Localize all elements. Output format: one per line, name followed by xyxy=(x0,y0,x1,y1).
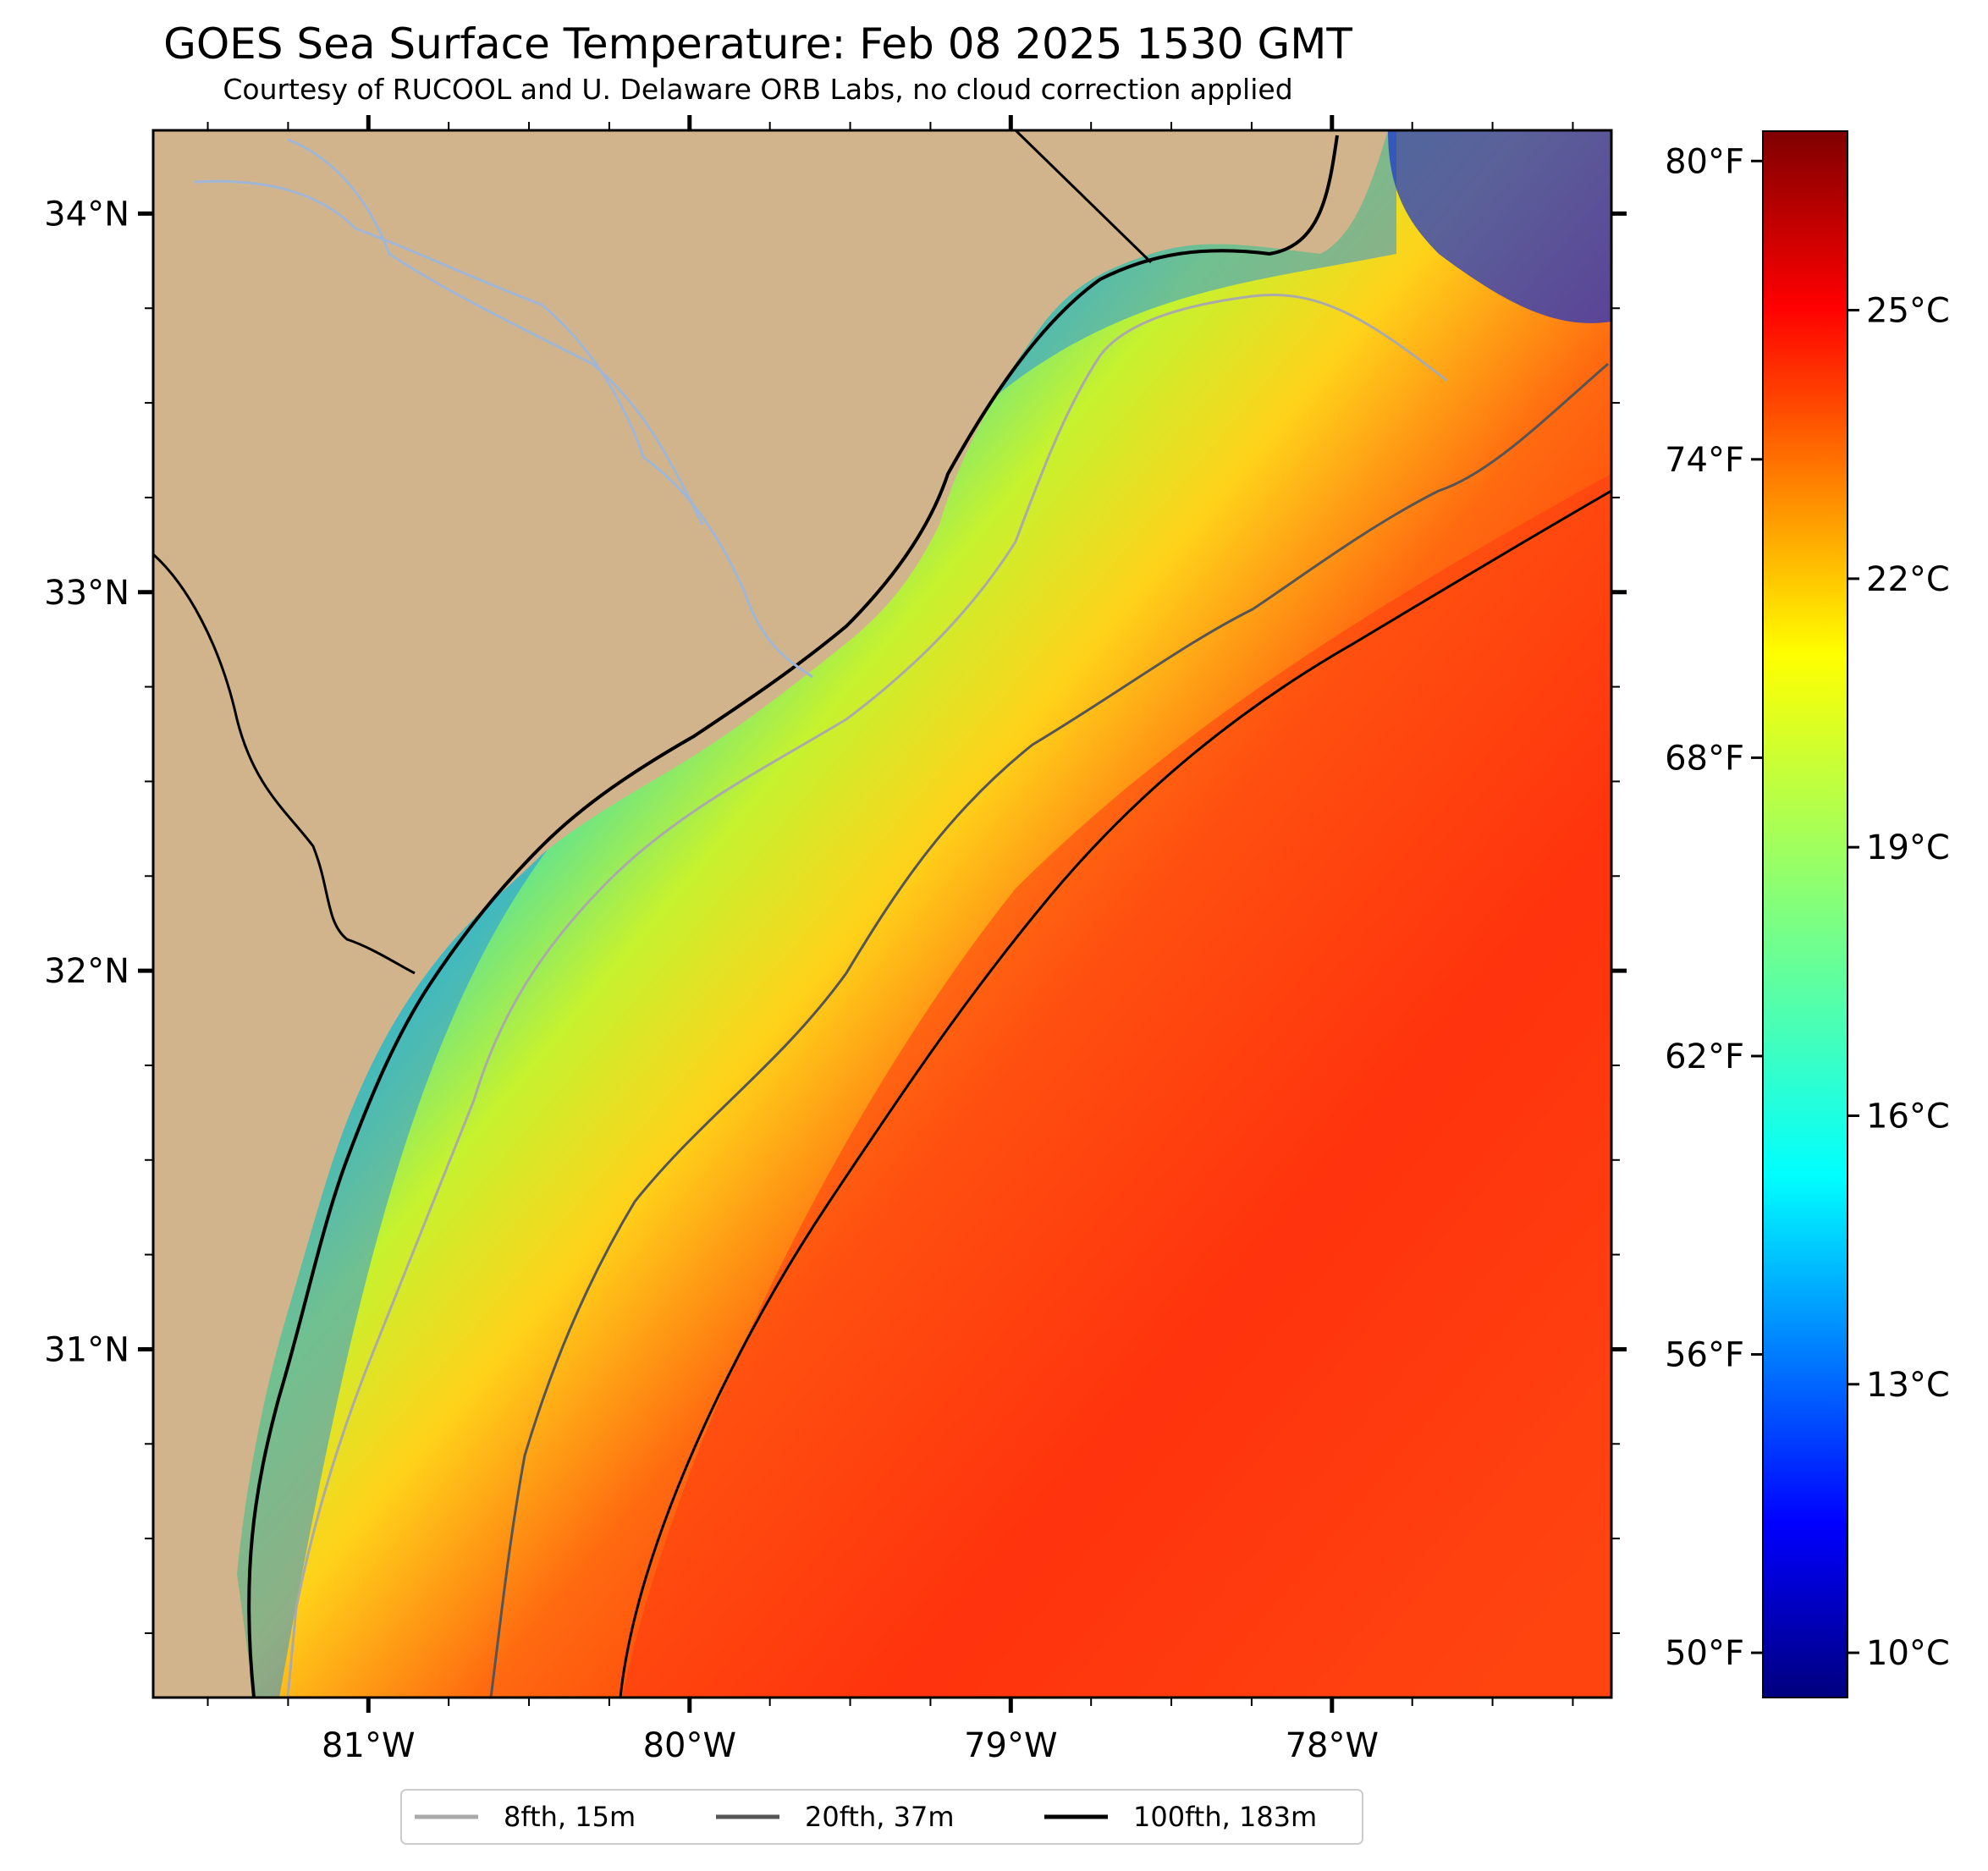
state-border-nc-sc xyxy=(1014,130,1153,264)
celsius-tick-label: 13°C xyxy=(1866,1366,1950,1405)
fahrenheit-tick-label: 74°F xyxy=(1665,441,1744,480)
celsius-tick-label: 19°C xyxy=(1866,828,1950,867)
celsius-tick-label: 22°C xyxy=(1866,560,1950,599)
river xyxy=(287,138,704,526)
land xyxy=(153,130,1388,1698)
lon-tick-label: 80°W xyxy=(643,1726,736,1765)
map-panel xyxy=(153,130,1611,1698)
lon-tick-label: 79°W xyxy=(964,1726,1057,1765)
lat-tick-label: 33°N xyxy=(44,574,129,613)
fahrenheit-tick-label: 62°F xyxy=(1665,1037,1744,1076)
legend: 8fth, 15m 20fth, 37m 100fth, 183m xyxy=(400,1789,1363,1845)
legend-label: 100fth, 183m xyxy=(1133,1801,1317,1833)
coastline xyxy=(247,135,1339,1698)
map-frame xyxy=(151,129,1613,1699)
state-border xyxy=(153,553,416,975)
fahrenheit-tick-label: 80°F xyxy=(1665,142,1744,181)
colorbar-gradient xyxy=(1762,130,1848,1698)
lon-tick-label: 78°W xyxy=(1286,1726,1379,1765)
map-title: GOES Sea Surface Temperature: Feb 08 202… xyxy=(163,19,1352,69)
celsius-tick-label: 10°C xyxy=(1866,1634,1950,1673)
fahrenheit-tick-label: 56°F xyxy=(1665,1336,1744,1375)
legend-label: 20fth, 37m xyxy=(805,1801,954,1833)
contour-100fth-183m xyxy=(619,489,1611,1698)
map-subtitle: Courtesy of RUCOOL and U. Delaware ORB L… xyxy=(223,73,1293,106)
contour-8fth-15m xyxy=(286,294,1448,1698)
map-axes: 81°W 80°W 79°W 78°W 34°N 33°N 32°N 31°N xyxy=(44,115,1627,1765)
lat-tick-label: 34°N xyxy=(44,195,129,234)
legend-frame xyxy=(400,1789,1363,1845)
celsius-tick-label: 16°C xyxy=(1866,1097,1950,1136)
gulf-stream-warm-water xyxy=(622,474,1611,1698)
fahrenheit-tick-label: 50°F xyxy=(1665,1634,1744,1673)
fahrenheit-tick-label: 68°F xyxy=(1665,739,1744,778)
lon-tick-label: 81°W xyxy=(322,1726,415,1765)
lat-tick-label: 31°N xyxy=(44,1330,129,1369)
river xyxy=(194,179,813,679)
cold-water-northeast xyxy=(1388,130,1611,323)
contour-20fth-37m xyxy=(489,362,1609,1698)
lat-tick-label: 32°N xyxy=(44,952,129,991)
celsius-tick-label: 25°C xyxy=(1866,292,1950,331)
colorbar-axes: 25°C 22°C 19°C 16°C 13°C 10°C 80°F 74°F 68°F 62°F… xyxy=(1665,142,1950,1673)
legend-label: 8fth, 15m xyxy=(504,1801,636,1833)
